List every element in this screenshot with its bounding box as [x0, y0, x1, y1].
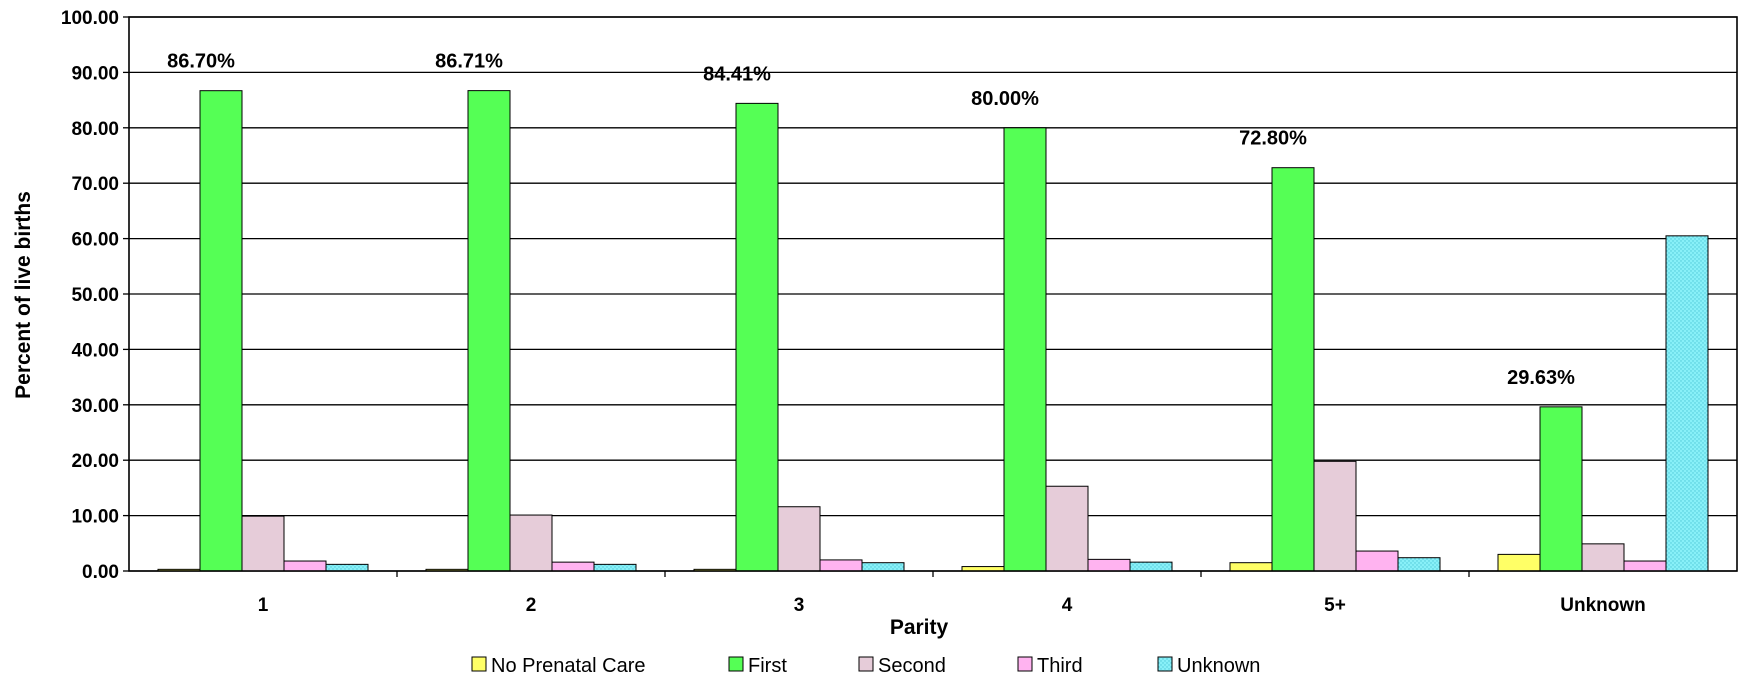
data-labels: 86.70% 86.71% 84.41% 80.00% 72.80% 29.63%	[167, 51, 1575, 389]
legend-swatch-third	[1017, 656, 1033, 672]
x-tick-label: 4	[1062, 595, 1073, 616]
y-tick-label: 10.00	[71, 507, 119, 528]
bar-third	[1355, 550, 1399, 572]
data-label: 86.71%	[435, 51, 503, 73]
y-tick-label: 70.00	[71, 174, 119, 195]
legend-label-first: First	[748, 655, 787, 677]
y-tick-label: 30.00	[71, 396, 119, 417]
bar-unknown	[861, 562, 905, 572]
y-tick-label: 20.00	[71, 451, 119, 472]
y-tick-label: 0.00	[82, 562, 119, 583]
bar-first	[1003, 127, 1047, 572]
legend-label-second: Second	[878, 655, 946, 677]
y-tick-label: 100.00	[61, 8, 119, 29]
bar-first	[467, 90, 511, 572]
legend-swatch-unknown	[1157, 656, 1173, 672]
data-label: 29.63%	[1507, 367, 1575, 389]
bar-second	[1313, 460, 1357, 572]
bar-no-prenatal-care	[1229, 562, 1273, 572]
bar-unknown	[593, 563, 637, 572]
bar-third	[1087, 558, 1131, 572]
bar-first	[735, 102, 779, 572]
bar-first	[1539, 406, 1583, 572]
data-label: 80.00%	[971, 88, 1039, 110]
data-label: 86.70%	[167, 51, 235, 73]
x-tick-label: 1	[258, 595, 269, 616]
bar-no-prenatal-care	[1497, 553, 1541, 572]
x-tick-labels: 1 2 3 4 5+ Unknown	[258, 595, 1646, 616]
bar-unknown	[1397, 557, 1441, 572]
bar-unknown	[1129, 561, 1173, 572]
data-label: 84.41%	[703, 63, 771, 85]
bar-second	[509, 514, 553, 572]
data-label: 72.80%	[1239, 128, 1307, 150]
y-axis-title: Percent of live births	[12, 191, 35, 399]
legend-label-no-prenatal-care: No Prenatal Care	[491, 655, 646, 677]
legend-swatch-second	[858, 656, 874, 672]
bar-first	[1271, 167, 1315, 572]
x-tick-label: 3	[794, 595, 805, 616]
y-tick-label: 80.00	[71, 119, 119, 140]
bar-third	[283, 560, 327, 572]
x-tick-label: 5+	[1324, 595, 1346, 616]
legend-label-third: Third	[1037, 655, 1083, 677]
bar-second	[1581, 543, 1625, 572]
bar-second	[1045, 485, 1089, 572]
bars	[157, 90, 1709, 572]
bar-unknown	[1665, 235, 1709, 572]
gridlines	[123, 16, 1737, 577]
legend-swatch-first	[728, 656, 744, 672]
legend-swatch-no-prenatal-care	[471, 656, 487, 672]
bar-second	[777, 506, 821, 572]
bar-second	[241, 515, 285, 572]
bar-unknown	[325, 563, 369, 572]
y-tick-label: 40.00	[71, 340, 119, 361]
x-axis-title: Parity	[890, 616, 949, 639]
y-tick-label: 50.00	[71, 285, 119, 306]
bar-third	[551, 561, 595, 572]
bar-third	[1623, 560, 1667, 572]
x-tick-label: 2	[526, 595, 537, 616]
bar-third	[819, 559, 863, 572]
plot-border	[128, 16, 1738, 572]
legend-label-unknown: Unknown	[1177, 655, 1260, 677]
bar-first	[199, 90, 243, 572]
y-tick-label: 90.00	[71, 63, 119, 84]
y-tick-labels: 0.00 10.00 20.00 30.00 40.00 50.00 60.00 70.00 8…	[61, 8, 119, 583]
x-tick-label: Unknown	[1560, 595, 1646, 616]
y-tick-label: 60.00	[71, 230, 119, 251]
plot-frame	[128, 16, 1738, 572]
legend: No Prenatal Care First Second Third Unknown	[471, 655, 1260, 677]
